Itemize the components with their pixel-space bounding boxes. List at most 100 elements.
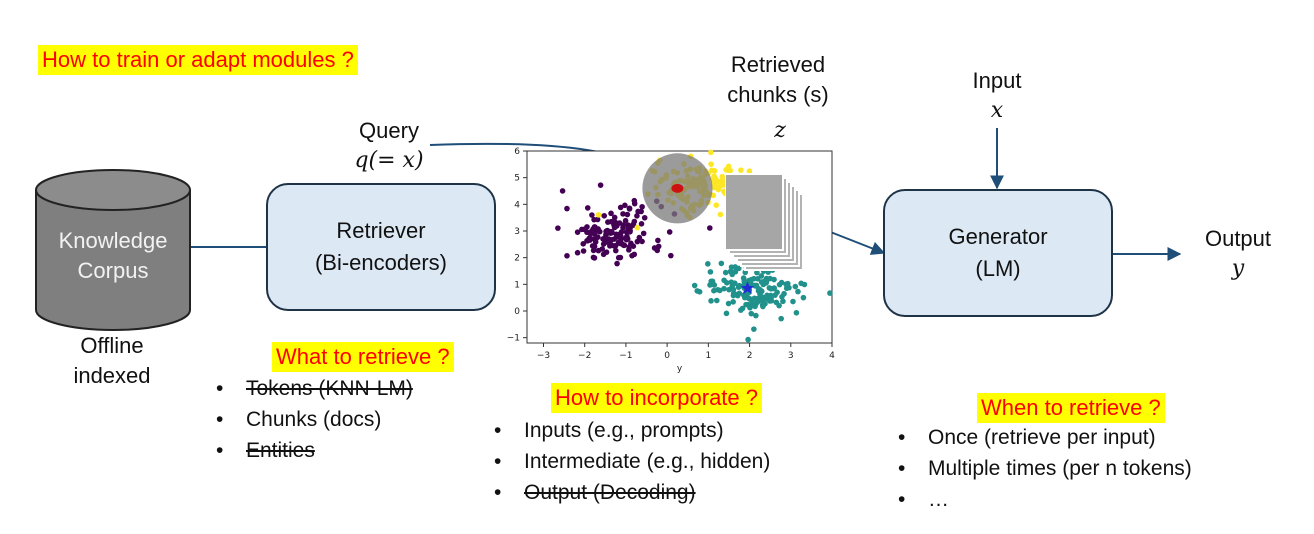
y-tick-label: −1 <box>507 334 520 344</box>
scatter-point <box>712 183 719 190</box>
scatter-point <box>628 242 634 248</box>
scatter-point <box>611 224 618 231</box>
scatter-point <box>778 315 784 322</box>
input-math: x <box>990 98 1004 123</box>
scatter-point <box>740 275 747 281</box>
scatter-point <box>721 285 727 292</box>
scatter-point <box>713 202 720 208</box>
scatter-point <box>599 246 606 252</box>
generator-label-line2: (LM) <box>975 256 1021 281</box>
question-what-to-retrieve: What to retrieve ? <box>272 342 454 372</box>
scatter-point <box>708 161 714 167</box>
chunks-math: z <box>774 118 786 143</box>
scatter-point <box>564 252 570 259</box>
scatter-point <box>748 310 755 317</box>
scatter-point <box>624 211 631 218</box>
scatter-point <box>726 286 732 293</box>
x-tick-label: −1 <box>619 351 632 361</box>
scatter-point <box>640 230 647 237</box>
scatter-point <box>736 282 743 289</box>
input-label: Input x <box>950 66 1044 126</box>
scatter-point <box>605 219 611 225</box>
question-how-to-incorporate: How to incorporate ? <box>551 383 762 413</box>
scatter-point <box>668 252 674 259</box>
x-tick-label: 2 <box>747 351 753 361</box>
scatter-point <box>718 260 725 267</box>
scatter-point <box>723 310 730 317</box>
output-label-text: Output <box>1204 226 1272 251</box>
list-item-text: Entities <box>246 439 315 462</box>
scatter-point <box>639 203 645 210</box>
y-tick-label: 5 <box>514 174 520 184</box>
scatter-point <box>641 214 648 221</box>
scatter-point <box>555 225 561 231</box>
list-item-text: Chunks (docs) <box>246 408 382 431</box>
scatter-point <box>713 297 720 304</box>
scatter-point <box>779 294 785 300</box>
scatter-point <box>783 281 789 288</box>
scatter-point <box>708 298 714 304</box>
scatter-point <box>728 269 735 275</box>
scatter-point <box>564 205 570 212</box>
scatter-point <box>730 299 736 305</box>
scatter-point <box>827 290 833 296</box>
list-item-text: Once (retrieve per input) <box>928 426 1156 449</box>
y-tick-label: 4 <box>514 200 520 210</box>
scatter-point <box>766 285 773 291</box>
scatter-point <box>727 167 734 174</box>
list-item-multiple-times: Multiple times (per n tokens) <box>894 453 1192 484</box>
corpus-caption-line1: Offline <box>80 333 144 358</box>
list-item-text: Tokens (KNN-LM) <box>246 377 413 400</box>
scatter-point <box>732 280 738 287</box>
scatter-point <box>754 269 760 276</box>
scatter-point <box>772 292 778 298</box>
scatter-point <box>638 221 645 227</box>
scatter-point <box>635 208 641 215</box>
scatter-point <box>792 283 799 290</box>
scatter-point <box>752 282 758 289</box>
list-item-inputs: Inputs (e.g., prompts) <box>490 415 770 446</box>
scatter-point <box>600 236 606 242</box>
scatter-point <box>778 279 785 286</box>
scatter-point <box>764 292 770 299</box>
x-tick-label: −3 <box>537 351 550 361</box>
scatter-point <box>666 229 673 235</box>
retriever-label-line2: (Bi-encoders) <box>314 250 448 275</box>
scatter-point <box>745 301 751 308</box>
scatter-point <box>745 336 751 343</box>
scatter-point <box>691 282 698 289</box>
query-math: q(= x) <box>354 148 424 173</box>
scatter-point <box>773 299 780 306</box>
scatter-point <box>617 204 624 211</box>
list-item-text: Inputs (e.g., prompts) <box>524 419 724 442</box>
x-axis-label: y <box>677 364 683 374</box>
x-tick-label: 4 <box>829 351 835 361</box>
generator-label-line1: Generator <box>948 224 1048 249</box>
corpus-caption-line2: indexed <box>73 363 151 388</box>
scatter-point <box>634 224 641 231</box>
scatter-point <box>732 291 738 298</box>
star-point <box>740 281 755 294</box>
scatter-point <box>623 235 629 241</box>
scatter-point <box>600 241 607 247</box>
scatter-point <box>621 242 628 249</box>
y-tick-label: 6 <box>514 147 520 157</box>
scatter-point <box>738 167 744 173</box>
scatter-point <box>801 281 808 288</box>
scatter-point <box>708 149 714 156</box>
scatter-point <box>722 269 729 276</box>
scatter-point <box>655 237 661 244</box>
scatter-point <box>743 293 750 300</box>
scatter-point <box>758 288 765 295</box>
scatter-point <box>636 234 643 241</box>
scatter-point <box>559 188 566 194</box>
scatter-point <box>721 277 727 284</box>
scatter-point <box>739 305 746 312</box>
y-tick-label: 3 <box>514 227 520 237</box>
scatter-point <box>591 236 598 242</box>
scatter-point <box>762 301 768 307</box>
x-tick-label: 0 <box>664 351 670 361</box>
scatter-point <box>751 326 757 332</box>
x-tick-label: 1 <box>705 351 711 361</box>
scatter-point <box>617 234 624 241</box>
